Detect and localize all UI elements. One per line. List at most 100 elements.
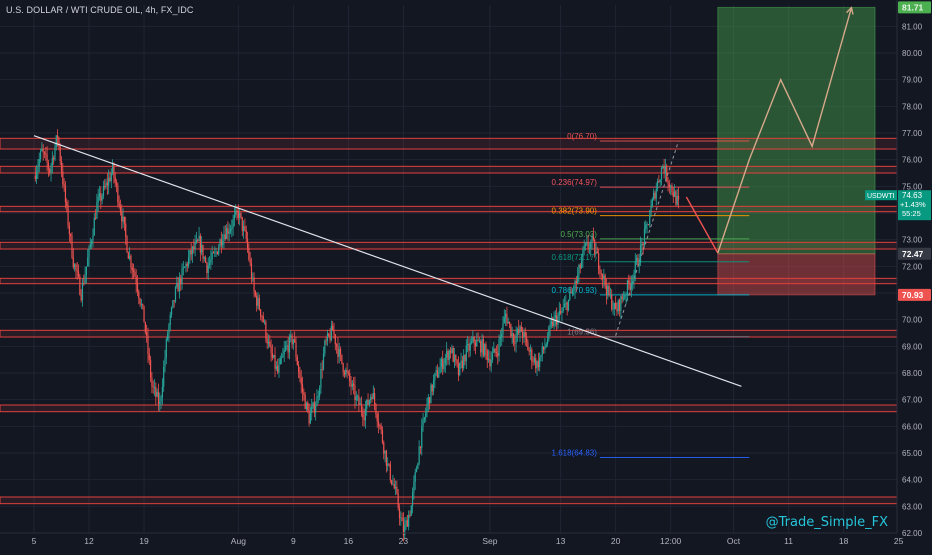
candle-body (638, 262, 640, 266)
candle-body (493, 348, 495, 354)
candle-body (191, 246, 194, 255)
candle-body (400, 517, 402, 519)
candle-body (673, 191, 676, 197)
candle-body (267, 341, 270, 344)
candle-body (148, 353, 150, 360)
candle-body (50, 165, 52, 173)
candle-body (605, 285, 608, 296)
candle-body (594, 239, 596, 255)
candle-body (531, 349, 533, 362)
candle-body (591, 235, 593, 243)
candle-body (338, 349, 340, 357)
candle-body (532, 361, 534, 363)
candle-body (186, 263, 188, 266)
candle-body (558, 311, 560, 316)
grid (0, 5, 900, 534)
candle-body (579, 264, 581, 269)
candle-body (263, 321, 266, 323)
candle-body (113, 163, 115, 178)
candle-body (317, 396, 319, 398)
candle-body (134, 271, 136, 277)
candle-body (193, 246, 195, 250)
candle-body (600, 273, 602, 275)
candle-body (565, 302, 567, 304)
price-axis-bg (897, 0, 932, 550)
candle-body (155, 386, 157, 397)
candle-body (518, 329, 520, 333)
candle-body (215, 251, 217, 253)
candle-body (664, 165, 667, 174)
candle-body (202, 244, 204, 259)
candle-body (60, 161, 63, 172)
candle-body (284, 346, 287, 350)
candle-body (637, 257, 639, 266)
candle-body (358, 396, 360, 405)
trendline (33, 135, 742, 387)
price-axis: 62.00 63.00 64.00 65.00 66.00 67.00 68.00 69.00… (865, 0, 932, 550)
price-tick-label: 68.00 (902, 369, 923, 378)
candle-body (519, 326, 521, 333)
watermark: @Trade_Simple_FX (765, 515, 888, 530)
candle-body (552, 321, 554, 326)
candle-body (181, 268, 183, 285)
candle-body (392, 483, 394, 485)
candle-body (667, 180, 669, 184)
chart-title: U.S. DOLLAR / WTI CRUDE OIL, 4h, FX_IDC (6, 5, 194, 15)
candle-body (205, 257, 207, 263)
candle-body (615, 302, 617, 310)
candle-body (440, 359, 443, 367)
candle-body (212, 252, 215, 254)
candle-body (584, 243, 587, 247)
candle-body (658, 180, 660, 183)
candle-body (222, 241, 224, 246)
candle-body (355, 396, 357, 400)
candle-body (210, 259, 212, 263)
candle-body (588, 248, 591, 250)
fib-level-label: 0.5(73.03) (560, 230, 597, 239)
candle-body (83, 282, 85, 284)
candle-body (478, 341, 480, 342)
candle-body (510, 323, 512, 337)
candle-body (194, 242, 196, 250)
time-tick-label: 12:00 (660, 536, 682, 546)
candle-body (592, 235, 594, 240)
support-resistance-level (0, 496, 898, 505)
candle-body (71, 235, 73, 258)
candle-body (96, 202, 98, 219)
candle-body (80, 294, 82, 301)
target-price-tag-bg (898, 1, 931, 14)
candle-body (241, 217, 243, 231)
candle-body (303, 392, 305, 395)
fib-level-label: 0.382(73.90) (552, 207, 598, 216)
candle-body (625, 294, 627, 296)
candle-body (349, 373, 351, 382)
candle-body (502, 322, 504, 335)
candle-body (220, 239, 222, 246)
candle-body (359, 403, 361, 405)
time-axis: 5 12 19 Aug 9 16 23 Sep 13 20 12:00 Oct 11 18 25 (0, 532, 904, 546)
candle-body (312, 402, 314, 408)
candle-body (548, 327, 550, 340)
support-resistance-level (0, 205, 898, 213)
candle-body (63, 184, 65, 186)
candle-body (451, 348, 453, 353)
candle-body (398, 508, 401, 519)
candle-body (53, 157, 55, 160)
price-tick-label: 75.00 (902, 182, 923, 191)
candle-body (121, 211, 123, 222)
candle-body (570, 292, 572, 294)
position-target-zone (717, 6, 876, 255)
candle-body (524, 332, 526, 337)
candle-body (333, 330, 335, 335)
candle-body (45, 153, 47, 155)
candle-body (337, 345, 339, 357)
candle-body (59, 146, 61, 162)
candle-body (89, 244, 91, 248)
candle-body (244, 226, 246, 230)
candle-body (282, 354, 284, 358)
candle-body (501, 334, 503, 337)
time-tick-label: 18 (839, 536, 849, 546)
candle-body (675, 191, 677, 205)
